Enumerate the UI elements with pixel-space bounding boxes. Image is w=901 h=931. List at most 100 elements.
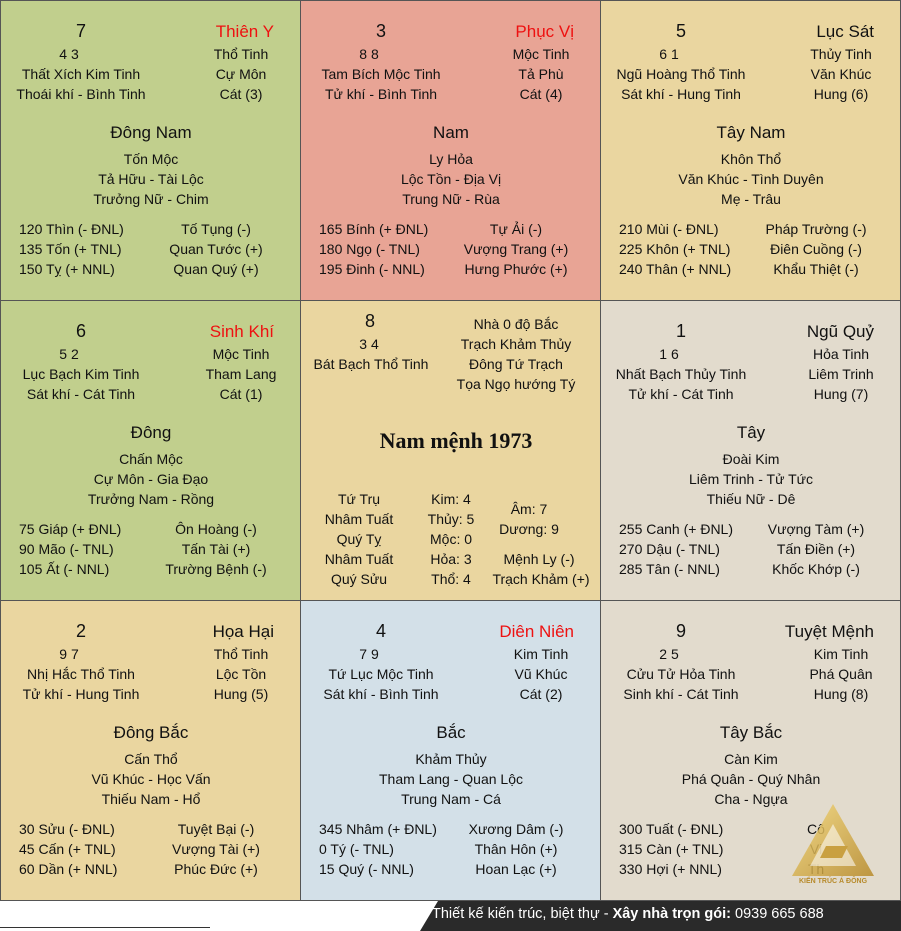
direction-name: Đông Bắc [113, 723, 189, 742]
meaning-line-1: Vũ Khúc - Học Vấn [91, 771, 211, 787]
cell-stars: 1 6 [659, 346, 679, 362]
cell-number: 5 [676, 21, 687, 41]
gua-name: Sinh Khí [209, 322, 274, 341]
brand-logo: KIẾN TRÚC Á ĐÔNG [790, 802, 876, 890]
spirit-3: Khẩu Thiệt (-) [773, 261, 859, 277]
right-line-2: Tham Lang [205, 366, 277, 382]
meaning-line-2: Trưởng Nữ - Chim [93, 191, 209, 207]
sector-2: 225 Khôn (+ TNL) [619, 241, 731, 257]
spirit-3: Quan Quý (+) [173, 261, 259, 277]
sector-1: 210 Mùi (- ĐNL) [619, 221, 719, 237]
meaning-line-2: Thiếu Nữ - Dê [706, 491, 796, 507]
cell-ne: 2 9 7 Họa Hại Thổ Tinh Lộc Tồn Hung (5) Nhị Hắ… [0, 600, 301, 901]
spirit-3: Trường Bệnh (-) [165, 561, 267, 577]
footer-text[interactable]: Thiết kế kiến trúc, biệt thự - Xây nhà t… [432, 906, 824, 922]
spirit-3: Phúc Đức (+) [174, 861, 258, 877]
left-line-2: Sát khí - Bình Tinh [323, 686, 439, 702]
spirit-1: Ôn Hoàng (-) [175, 521, 257, 537]
left-line-2: Tử khí - Hung Tinh [22, 686, 140, 702]
cell-number: 1 [676, 321, 687, 341]
right-line-3: Hung (8) [813, 686, 869, 702]
cell-e: 6 5 2 Sinh Khí Mộc Tinh Tham Lang Cát (1) Lục … [0, 300, 301, 601]
element-count: Mộc: 0 [429, 531, 473, 547]
cell-w: 1 1 6 Ngũ Quỷ Hỏa Tinh Liêm Trinh Hung (7) Nhấ… [600, 300, 901, 601]
gua-name: Họa Hại [212, 622, 274, 641]
pillar: Nhâm Tuất [324, 511, 394, 527]
direction-name: Tây [736, 423, 766, 442]
direction-name: Tây Bắc [719, 723, 783, 742]
spirit-2: Vượng Trang (+) [463, 241, 569, 257]
meaning-line-1: Phá Quân - Quý Nhân [681, 771, 821, 787]
yang-count: Dương: 9 [499, 521, 559, 537]
spirit-2: Điên Cuồng (-) [770, 241, 862, 257]
sector-2: 45 Cấn (+ TNL) [19, 841, 116, 857]
right-line-3: Hung (7) [813, 386, 869, 402]
right-line-1: Hỏa Tinh [812, 346, 870, 362]
cell-center: 8 3 4 Bát Bạch Thổ Tinh Nhà 0 độ Bắc Trạch K… [300, 300, 601, 601]
sector-1: 345 Nhâm (+ ĐNL) [319, 821, 437, 837]
spirit-1: Tố Tụng (-) [181, 221, 251, 237]
sector-3: 240 Thân (+ NNL) [619, 261, 732, 277]
element-count: Thổ: 4 [431, 571, 471, 587]
right-line-2: Phá Quân [809, 666, 873, 682]
footer-bar [420, 901, 901, 931]
meaning-line-1: Tham Lang - Quan Lộc [379, 771, 523, 787]
left-line-1: Thất Xích Kim Tinh [21, 66, 141, 82]
meaning-line-1: Lộc Tồn - Địa Vị [400, 171, 502, 187]
center-stars: 3 4 [359, 336, 379, 352]
spirit-3: Khốc Khớp (-) [772, 561, 860, 577]
cell-se: 7 4 3 Thiên Y Thổ Tinh Cự Môn Cát (3) Thất Xíc… [0, 0, 301, 301]
element-name: Chấn Mộc [119, 451, 183, 467]
element-name: Khảm Thủy [415, 751, 487, 767]
direction-name: Đông [130, 423, 172, 442]
sector-3: 285 Tân (- NNL) [619, 561, 720, 577]
element-name: Khôn Thổ [720, 151, 782, 167]
meaning-line-1: Cự Môn - Gia Đạo [93, 471, 209, 487]
sector-2: 135 Tốn (+ TNL) [19, 241, 122, 257]
right-line-3: Cát (2) [519, 686, 563, 702]
footer-bold: Xây nhà trọn gói: [612, 906, 731, 922]
spirit-3: Hoan Lạc (+) [475, 861, 557, 877]
meaning-line-1: Tả Hữu - Tài Lộc [98, 171, 204, 187]
cell-stars: 7 9 [359, 646, 379, 662]
meaning-line-1: Liêm Trinh - Tử Tức [688, 471, 814, 487]
spirit-1: Xương Dâm (-) [468, 821, 564, 837]
left-line-1: Nhị Hắc Thổ Tinh [27, 666, 135, 682]
cell-stars: 6 1 [659, 46, 679, 62]
meaning-line-2: Cha - Ngựa [714, 791, 788, 807]
right-line-3: Hung (5) [213, 686, 269, 702]
sector-1: 30 Sửu (- ĐNL) [19, 821, 115, 837]
cell-number: 2 [76, 621, 87, 641]
cell-number: 4 [376, 621, 387, 641]
gua-name: Diên Niên [499, 622, 574, 641]
pillars-label: Tứ Trụ [337, 491, 381, 507]
right-line-2: Vũ Khúc [514, 666, 568, 682]
right-line-1: Kim Tinh [813, 646, 869, 662]
sector-2: 0 Tý (- TNL) [319, 841, 394, 857]
menh: Mệnh Ly (-) [503, 551, 575, 567]
right-line-3: Cát (1) [219, 386, 263, 402]
meaning-line-2: Thiếu Nam - Hổ [101, 791, 201, 807]
cell-nw: 9 2 5 Tuyệt Mệnh Kim Tinh Phá Quân Hung (8) Cử… [600, 600, 901, 901]
direction-name: Nam [433, 123, 469, 142]
element-count: Kim: 4 [431, 491, 471, 507]
cell-stars: 2 5 [659, 646, 679, 662]
house-info-line: Trạch Khảm Thủy [460, 336, 572, 352]
direction-name: Đông Nam [110, 123, 192, 142]
spirit-1: Tuyệt Bại (-) [177, 821, 255, 837]
left-line-2: Sinh khí - Cát Tinh [623, 686, 739, 702]
right-line-2: Văn Khúc [810, 66, 872, 82]
left-line-1: Cửu Tử Hỏa Tinh [626, 666, 736, 682]
footer-phone[interactable]: 0939 665 688 [730, 906, 824, 922]
sector-2: 270 Dậu (- TNL) [619, 541, 720, 557]
right-line-2: Cự Môn [215, 66, 267, 82]
spirit-1: Pháp Trường (-) [765, 221, 867, 237]
meaning-line-2: Trung Nam - Cá [401, 791, 501, 807]
cell-number: 9 [676, 621, 687, 641]
left-line-1: Nhất Bạch Thủy Tinh [615, 366, 747, 382]
sector-3: 195 Đinh (- NNL) [319, 261, 425, 277]
cell-s: 3 8 8 Phục Vị Mộc Tinh Tả Phù Cát (4) Tam Bích… [300, 0, 601, 301]
element-name: Đoài Kim [722, 451, 780, 467]
house-info-line: Tọa Ngọ hướng Tý [456, 376, 576, 392]
center-star-name: Bát Bạch Thổ Tinh [313, 356, 429, 372]
